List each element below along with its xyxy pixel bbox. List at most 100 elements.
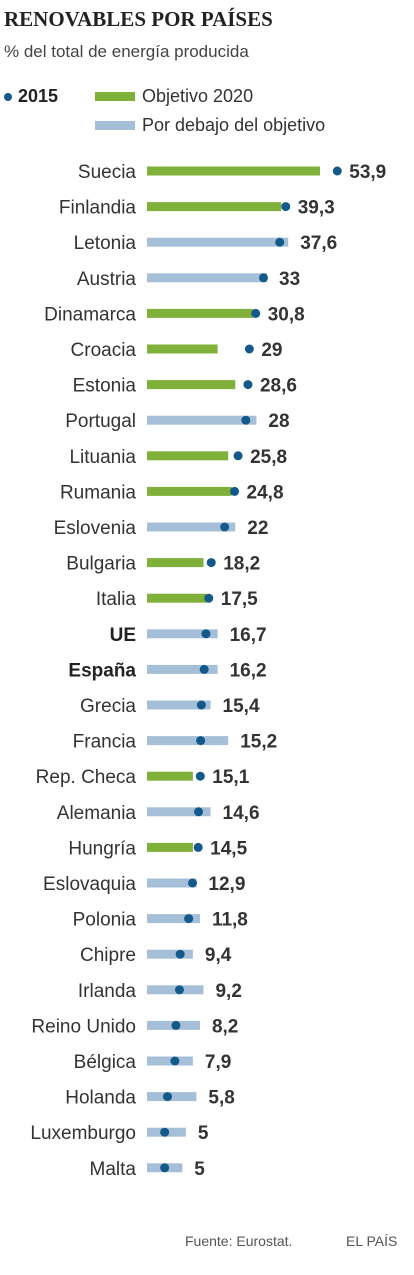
value-label-italia: 17,5 — [221, 589, 258, 610]
legend-item-2015: 2015 — [4, 86, 94, 108]
value-label-irlanda: 9,2 — [215, 981, 241, 1002]
target-bar-polonia — [147, 914, 200, 924]
category-label-luxemburgo: Luxemburgo — [30, 1123, 136, 1144]
value-label-lituania: 25,8 — [250, 447, 287, 468]
category-label-italia: Italia — [96, 589, 137, 610]
target-bar-rumania — [147, 486, 232, 496]
value-dot-lituania — [233, 451, 243, 461]
value-label-bulgaria: 18,2 — [223, 554, 260, 575]
legend-label-2015: 2015 — [18, 86, 59, 106]
target-bar-portugal — [147, 415, 257, 425]
value-label-malta: 5 — [194, 1159, 205, 1180]
value-dot-reino-unido — [171, 1020, 181, 1030]
target-bar-belgica — [147, 1056, 193, 1066]
legend-label-target: Objetivo 2020 — [142, 86, 254, 106]
category-label-reino-unido: Reino Unido — [31, 1016, 136, 1037]
target-bar-croacia — [147, 344, 218, 354]
source-note: Fuente: Eurostat. — [185, 1233, 293, 1249]
value-label-finlandia: 39,3 — [298, 198, 335, 219]
target-bar-hungria — [147, 842, 193, 852]
value-dot-belgica — [170, 1056, 180, 1066]
category-label-ue: UE — [110, 625, 136, 646]
value-label-belgica: 7,9 — [205, 1052, 231, 1073]
value-label-espana: 16,2 — [230, 660, 267, 681]
value-dot-luxemburgo — [160, 1127, 170, 1137]
target-bar-letonia — [147, 237, 289, 247]
value-dot-malta — [160, 1163, 170, 1173]
legend-dot-marker — [4, 93, 12, 101]
target-bar-ue — [147, 629, 218, 639]
chart-title: RENOVABLES POR PAÍSES — [4, 7, 273, 31]
value-dot-suecia — [332, 166, 342, 176]
target-bar-chipre — [147, 949, 193, 959]
target-bar-suecia — [147, 166, 320, 176]
category-label-lituania: Lituania — [69, 447, 136, 468]
target-bar-estonia — [147, 380, 236, 390]
category-label-holanda: Holanda — [65, 1088, 136, 1109]
value-label-grecia: 15,4 — [223, 696, 260, 717]
value-label-alemania: 14,6 — [223, 803, 260, 824]
value-dot-holanda — [162, 1092, 172, 1102]
value-dot-irlanda — [174, 985, 184, 995]
value-dot-portugal — [241, 415, 251, 425]
target-bar-bulgaria — [147, 558, 204, 568]
value-label-rumania: 24,8 — [247, 482, 284, 503]
value-dot-finlandia — [281, 202, 291, 212]
legend-swatch-target — [95, 92, 135, 101]
value-dot-estonia — [243, 380, 253, 390]
value-dot-italia — [204, 593, 214, 603]
target-bar-francia — [147, 736, 229, 746]
value-label-eslovaquia: 12,9 — [208, 874, 245, 895]
value-label-ue: 16,7 — [230, 625, 267, 646]
category-label-suecia: Suecia — [78, 162, 137, 183]
value-label-holanda: 5,8 — [208, 1088, 234, 1109]
brand-logo: EL PAÍS — [346, 1233, 398, 1249]
legend-item-below-target: Por debajo del objetivo — [95, 115, 395, 137]
category-label-polonia: Polonia — [73, 910, 137, 931]
value-dot-bulgaria — [206, 558, 216, 568]
category-label-malta: Malta — [90, 1159, 137, 1180]
category-label-alemania: Alemania — [57, 803, 137, 824]
value-label-rep-checa: 15,1 — [212, 767, 249, 788]
value-label-eslovenia: 22 — [247, 518, 268, 539]
category-label-hungria: Hungría — [68, 838, 136, 859]
value-dot-chipre — [175, 949, 185, 959]
category-label-rumania: Rumania — [60, 482, 136, 503]
target-bar-italia — [147, 593, 208, 603]
value-dot-ue — [201, 629, 211, 639]
target-bar-dinamarca — [147, 308, 253, 318]
value-dot-espana — [199, 664, 209, 674]
category-label-eslovaquia: Eslovaquia — [43, 874, 136, 895]
category-label-finlandia: Finlandia — [59, 198, 137, 219]
category-label-dinamarca: Dinamarca — [44, 304, 136, 325]
value-label-chipre: 9,4 — [205, 945, 232, 966]
category-label-portugal: Portugal — [65, 411, 136, 432]
category-label-croacia: Croacia — [71, 340, 137, 361]
value-dot-alemania — [194, 807, 204, 817]
value-dot-hungria — [193, 842, 203, 852]
value-label-letonia: 37,6 — [300, 233, 337, 254]
legend-item-target: Objetivo 2020 — [95, 86, 315, 108]
legend-label-below-target: Por debajo del objetivo — [142, 115, 326, 135]
category-label-espana: España — [68, 660, 136, 681]
target-bar-rep-checa — [147, 771, 193, 781]
category-label-chipre: Chipre — [80, 945, 136, 966]
value-label-francia: 15,2 — [240, 732, 277, 753]
value-dot-polonia — [184, 914, 194, 924]
value-label-hungria: 14,5 — [210, 838, 247, 859]
category-label-grecia: Grecia — [80, 696, 136, 717]
category-label-rep-checa: Rep. Checa — [36, 767, 137, 788]
target-bar-lituania — [147, 451, 229, 461]
target-bar-finlandia — [147, 202, 282, 212]
value-dot-rep-checa — [195, 771, 205, 781]
value-dot-dinamarca — [251, 308, 261, 318]
value-label-dinamarca: 30,8 — [268, 304, 305, 325]
value-label-luxemburgo: 5 — [198, 1123, 209, 1144]
value-label-reino-unido: 8,2 — [212, 1016, 238, 1037]
target-bar-eslovenia — [147, 522, 236, 532]
value-label-suecia: 53,9 — [349, 162, 386, 183]
category-label-irlanda: Irlanda — [78, 981, 137, 1002]
value-label-austria: 33 — [279, 269, 300, 290]
value-dot-rumania — [230, 486, 240, 496]
